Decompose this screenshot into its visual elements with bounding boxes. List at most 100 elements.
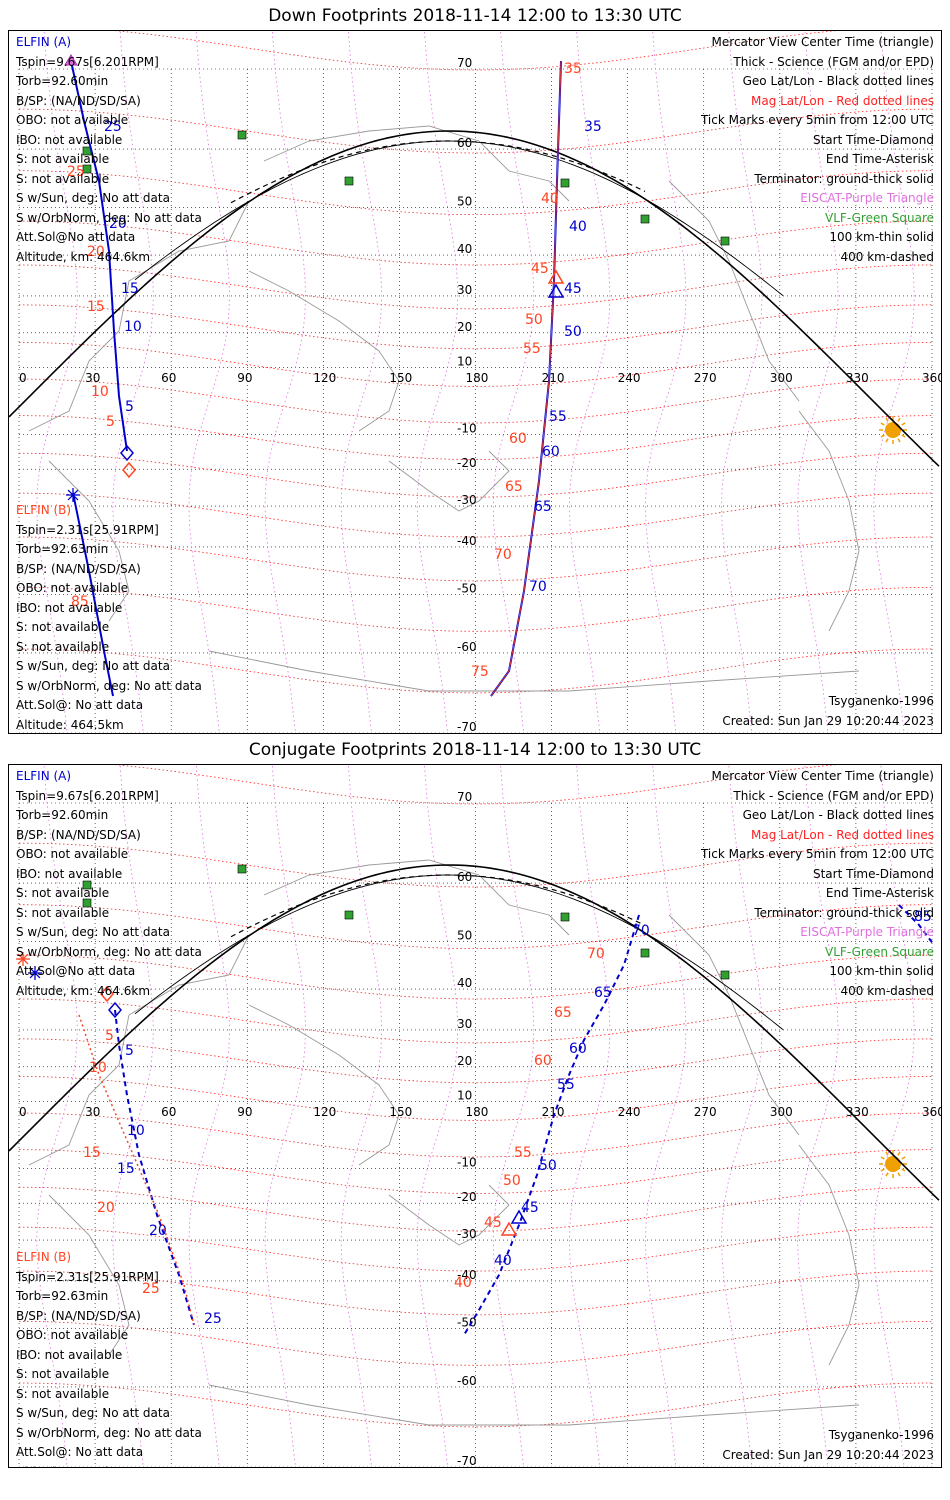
legend-entry: EISCAT-Purple Triangle [800,191,934,205]
elfin-b-mag-label: 65 [505,479,523,495]
model-info: Tsyganenko-1996 Created: Sun Jan 29 10:2… [722,1426,934,1465]
sun-ray [880,434,885,438]
start-diamond [120,444,134,462]
map-canvas: 0 30 60 90 120 150 180 210 240 270 300 330 360 70 60 50… [9,31,941,733]
lon-label: 270 [694,1105,717,1119]
lon-label: 210 [542,1105,565,1119]
map-legend: Mercator View Center Time (triangle) Thic… [701,767,934,1001]
elfin-a-mag-label: 25 [67,164,85,180]
lat-label: -60 [457,640,477,654]
lat-label: 20 [457,320,472,334]
sun-ray [901,1156,906,1160]
lat-label: -20 [457,1190,477,1204]
elfin-b-name: ELFIN (B) [16,1250,72,1264]
lon-label: 330 [846,1105,869,1119]
vlf-station-square [237,864,247,874]
mag-meridian-line [645,765,687,1467]
sun-ray [897,417,901,422]
legend-entry: End Time-Asterisk [825,886,934,900]
elfin-a-info: ELFIN (A) Tspin=9.67s[6.201RPM] Torb=92.6… [16,33,202,267]
mag-meridian-line [797,31,839,733]
vlf-station-square [82,898,92,908]
coastline [798,1144,860,1366]
elfin-a-mag-label: 5 [106,414,115,430]
mag-latitude-line [18,415,933,460]
lon-label: 300 [770,1105,793,1119]
end-asterisk [67,489,79,501]
mag-latitude-line [18,1112,933,1158]
lat-label: -70 [457,1454,477,1468]
lat-label: 40 [457,976,472,990]
lon-label: 210 [542,371,565,385]
mag-meridian-line [340,31,383,733]
lat-label: -60 [457,1374,477,1388]
mag-meridian-line [112,31,154,733]
elfin-a-mag-label: 15 [83,1145,101,1161]
sun-ray [880,422,885,426]
elfin-b-mag-label: 50 [525,312,543,328]
elfin-b-mag-label: 60 [534,1053,552,1069]
view-center-triangle [547,283,565,298]
info-line: Torb=92.63min [16,1289,109,1303]
sun-ray [885,1151,889,1156]
elfin-a-tick-label: 10 [124,319,142,335]
lon-label: 0 [19,1105,27,1119]
elfin-b-tick-label: 70 [529,579,547,595]
lon-label: 30 [85,371,100,385]
vlf-station-square [344,176,354,186]
end-asterisk [29,967,41,979]
elfin-b-tick-label: 50 [564,324,582,340]
elfin-b-tick-label: 60 [569,1041,587,1057]
mag-meridian-line [188,31,230,733]
mag-latitude-line [18,264,933,310]
legend-entry: Mercator View Center Time (triangle) [711,35,934,49]
info-line: S: not available [16,905,110,920]
info-line: S: not available [16,639,110,654]
info-line: OBO: not available [16,113,129,127]
info-line: IBO: not available [16,1347,123,1362]
legend-entry: 100 km-thin solid [829,230,934,244]
panel-title-down: Down Footprints 2018-11-14 12:00 to 13:3… [268,6,682,26]
map-canvas: 0 30 60 90 120 150 180 210 240 270 300 330 360 70 60 50… [9,765,941,1468]
info-line: S: not available [16,152,110,166]
sun-ray [897,1172,901,1177]
mag-meridian-line [36,765,78,1467]
start-diamond-mag [100,985,114,1003]
coastline [668,914,800,1136]
terminator-100km [134,874,784,1031]
created-time: Created: Sun Jan 29 10:20:44 2023 [722,713,934,728]
mag-latitude-line [18,304,933,350]
coastline [388,450,510,512]
mag-latitude-line [18,1270,933,1316]
info-line: S w/Sun, deg: No att data [16,1406,170,1420]
sun-icon [885,422,901,438]
elfin-b-mag-label: 75 [471,664,489,680]
lon-label: 120 [313,371,336,385]
elfin-b-mag-label: 50 [503,1173,521,1189]
elfin-b-tick-label: 70 [632,923,650,939]
info-line: Altitude: 464.5km [16,1463,202,1468]
sun-ray [897,438,901,443]
info-line: B/SP: (NA/ND/SD/SA) [16,561,141,576]
elfin-b-track [463,914,640,1336]
elfin-b-tick-label: 60 [542,444,560,460]
sun-ray [897,1151,901,1156]
legend-entry: Mercator View Center Time (triangle) [711,769,934,783]
terminator-400km [230,140,646,204]
mag-meridian-line [264,31,306,733]
lon-label: 180 [466,1105,489,1119]
elfin-b-tick-label: 55 [549,409,567,425]
lat-label: -10 [457,1156,477,1170]
lon-label: 240 [618,371,641,385]
elfin-b-tick-label: 35 [584,119,602,135]
legend-entry: Start Time-Diamond [812,866,934,881]
mag-meridian-line [188,765,230,1467]
legend-entry: Start Time-Diamond [812,132,934,147]
coastline [208,1384,860,1426]
elfin-b-tick-label: 85 [914,909,932,925]
vlf-station-square [82,880,92,890]
lat-label: 70 [457,56,472,70]
info-line: S w/Sun, deg: No att data [16,191,170,205]
model-info: Tsyganenko-1996 Created: Sun Jan 29 10:2… [722,692,934,731]
info-line: Tspin=2.31s[25.91RPM] [16,522,159,537]
